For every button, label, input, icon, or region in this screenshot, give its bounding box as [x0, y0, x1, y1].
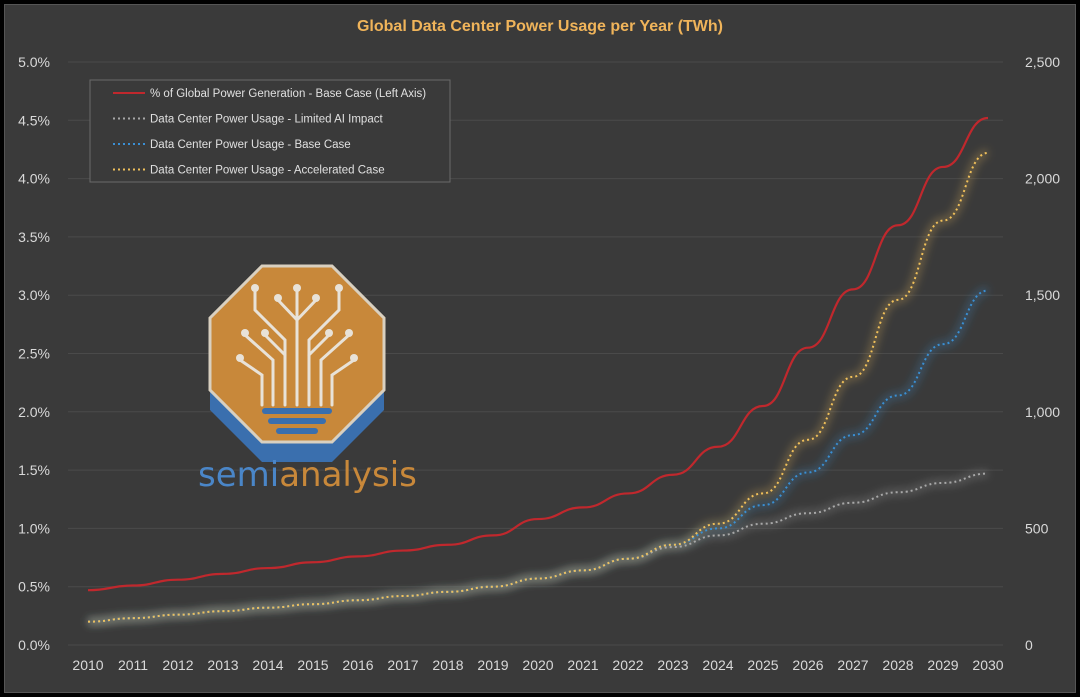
chart-title: Global Data Center Power Usage per Year … — [356, 18, 724, 35]
left-tick-label: 3.0% — [18, 287, 50, 303]
x-tick-label: 2029 — [927, 657, 958, 673]
legend-label: Data Center Power Usage - Limited AI Imp… — [150, 114, 383, 126]
bulb-base-3 — [276, 428, 318, 434]
legend-box — [89, 79, 451, 183]
legend-label: Data Center Power Usage - Base Case — [150, 139, 351, 151]
legend: % of Global Power Generation - Base Case… — [89, 79, 451, 183]
x-tick-label: 2022 — [612, 657, 643, 673]
right-tick-label: 2,000 — [1025, 171, 1060, 187]
x-tick-label: 2011 — [118, 657, 148, 673]
x-tick-label: 2019 — [477, 657, 508, 673]
right-axis: 0 500 1,000 1,500 2,000 2,500 — [1025, 54, 1060, 653]
x-tick-label: 2025 — [747, 657, 778, 673]
left-tick-label: 0.0% — [18, 637, 50, 653]
x-tick-label: 2021 — [567, 657, 598, 673]
x-tick-label: 2012 — [162, 657, 193, 673]
right-tick-label: 2,500 — [1025, 54, 1060, 70]
left-tick-label: 3.5% — [18, 229, 50, 245]
right-tick-label: 0 — [1025, 637, 1033, 653]
series-line — [87, 116, 989, 592]
tree-nodes — [236, 284, 358, 362]
left-tick-label: 2.0% — [18, 404, 50, 420]
x-tick-label: 2024 — [702, 657, 733, 673]
bulb-base-2 — [268, 418, 326, 424]
x-tick-label: 2026 — [792, 657, 823, 673]
legend-label: % of Global Power Generation - Base Case… — [150, 88, 426, 100]
x-tick-label: 2028 — [882, 657, 913, 673]
bulb-base-1 — [262, 408, 332, 414]
x-tick-label: 2020 — [522, 657, 553, 673]
x-tick-label: 2017 — [387, 657, 418, 673]
x-tick-label: 2016 — [342, 657, 373, 673]
logo-text-semi: semi — [198, 455, 279, 495]
right-tick-label: 1,000 — [1025, 404, 1060, 420]
left-axis: 0.0% 0.5% 1.0% 1.5% 2.0% 2.5% 3.0% 3.5% 4.0% 4.5%… — [18, 54, 50, 653]
logo-text-analysis: analysis — [279, 455, 417, 495]
x-tick-label: 2027 — [837, 657, 868, 673]
x-axis: 2010 2011 2012 2013 2014 2015 2016 2017 2018 2019… — [72, 657, 1003, 673]
x-tick-label: 2015 — [297, 657, 328, 673]
svg-text:semianalysis: semianalysis — [198, 455, 417, 495]
x-tick-label: 2014 — [252, 657, 283, 673]
left-tick-label: 0.5% — [18, 579, 50, 595]
tree-icon — [238, 288, 356, 407]
series-line — [87, 151, 989, 623]
left-tick-label: 4.0% — [18, 171, 50, 187]
series-glow-path — [87, 469, 989, 626]
x-tick-label: 2030 — [972, 657, 1003, 673]
x-tick-label: 2013 — [207, 657, 238, 673]
left-tick-label: 1.0% — [18, 520, 50, 536]
left-tick-label: 4.5% — [18, 112, 50, 128]
x-tick-label: 2018 — [432, 657, 463, 673]
legend-label: Data Center Power Usage - Accelerated Ca… — [150, 165, 385, 177]
right-tick-label: 1,500 — [1025, 287, 1060, 303]
x-tick-label: 2023 — [657, 657, 688, 673]
semianalysis-logo: semianalysis — [198, 264, 417, 495]
series-lines — [87, 116, 989, 623]
left-tick-label: 5.0% — [18, 54, 50, 70]
right-tick-label: 500 — [1025, 520, 1049, 536]
x-tick-label: 2010 — [72, 657, 103, 673]
left-tick-label: 2.5% — [18, 346, 50, 362]
series-line — [87, 472, 989, 623]
left-tick-label: 1.5% — [18, 462, 50, 478]
